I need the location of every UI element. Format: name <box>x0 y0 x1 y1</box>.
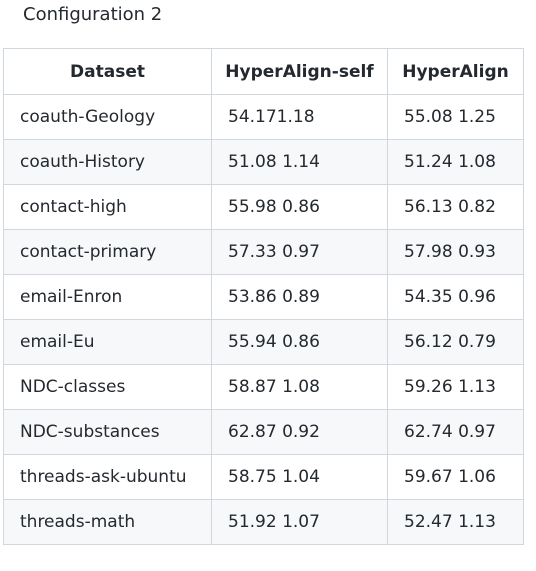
results-table: Dataset HyperAlign-self HyperAlign coaut… <box>3 48 524 545</box>
dataset-cell: threads-ask-ubuntu <box>3 454 212 500</box>
header-hyperalign: HyperAlign <box>387 48 524 95</box>
hyperalign-cell: 55.08 1.25 <box>387 94 524 140</box>
hyperalign-cell: 59.67 1.06 <box>387 454 524 500</box>
dataset-cell: coauth-Geology <box>3 94 212 140</box>
hyperalign-cell: 56.13 0.82 <box>387 184 524 230</box>
table-header-row: Dataset HyperAlign-self HyperAlign <box>3 48 524 95</box>
hyperalign-self-cell: 58.87 1.08 <box>211 364 388 410</box>
hyperalign-cell: 54.35 0.96 <box>387 274 524 320</box>
hyperalign-cell: 51.24 1.08 <box>387 139 524 185</box>
table-caption: Configuration 2 <box>23 4 163 25</box>
table-row: email-Eu 55.94 0.86 56.12 0.79 <box>3 319 524 365</box>
hyperalign-self-cell: 58.75 1.04 <box>211 454 388 500</box>
dataset-cell: email-Eu <box>3 319 212 365</box>
dataset-cell: contact-primary <box>3 229 212 275</box>
hyperalign-self-cell: 53.86 0.89 <box>211 274 388 320</box>
hyperalign-self-cell: 51.92 1.07 <box>211 499 388 545</box>
dataset-cell: contact-high <box>3 184 212 230</box>
header-dataset: Dataset <box>3 48 212 95</box>
hyperalign-cell: 62.74 0.97 <box>387 409 524 455</box>
hyperalign-self-cell: 62.87 0.92 <box>211 409 388 455</box>
hyperalign-self-cell: 57.33 0.97 <box>211 229 388 275</box>
hyperalign-cell: 57.98 0.93 <box>387 229 524 275</box>
dataset-cell: coauth-History <box>3 139 212 185</box>
dataset-cell: threads-math <box>3 499 212 545</box>
table-row: NDC-classes 58.87 1.08 59.26 1.13 <box>3 364 524 410</box>
dataset-cell: NDC-substances <box>3 409 212 455</box>
hyperalign-cell: 56.12 0.79 <box>387 319 524 365</box>
table-row: coauth-History 51.08 1.14 51.24 1.08 <box>3 139 524 185</box>
hyperalign-cell: 59.26 1.13 <box>387 364 524 410</box>
hyperalign-self-cell: 51.08 1.14 <box>211 139 388 185</box>
table-row: email-Enron 53.86 0.89 54.35 0.96 <box>3 274 524 320</box>
table-row: coauth-Geology 54.171.18 55.08 1.25 <box>3 94 524 140</box>
hyperalign-self-cell: 55.94 0.86 <box>211 319 388 365</box>
table-row: contact-primary 57.33 0.97 57.98 0.93 <box>3 229 524 275</box>
hyperalign-self-cell: 55.98 0.86 <box>211 184 388 230</box>
table-row: threads-ask-ubuntu 58.75 1.04 59.67 1.06 <box>3 454 524 500</box>
table-row: contact-high 55.98 0.86 56.13 0.82 <box>3 184 524 230</box>
hyperalign-cell: 52.47 1.13 <box>387 499 524 545</box>
header-hyperalign-self: HyperAlign-self <box>211 48 388 95</box>
table-row: NDC-substances 62.87 0.92 62.74 0.97 <box>3 409 524 455</box>
dataset-cell: email-Enron <box>3 274 212 320</box>
hyperalign-self-cell: 54.171.18 <box>211 94 388 140</box>
table-row: threads-math 51.92 1.07 52.47 1.13 <box>3 499 524 545</box>
dataset-cell: NDC-classes <box>3 364 212 410</box>
